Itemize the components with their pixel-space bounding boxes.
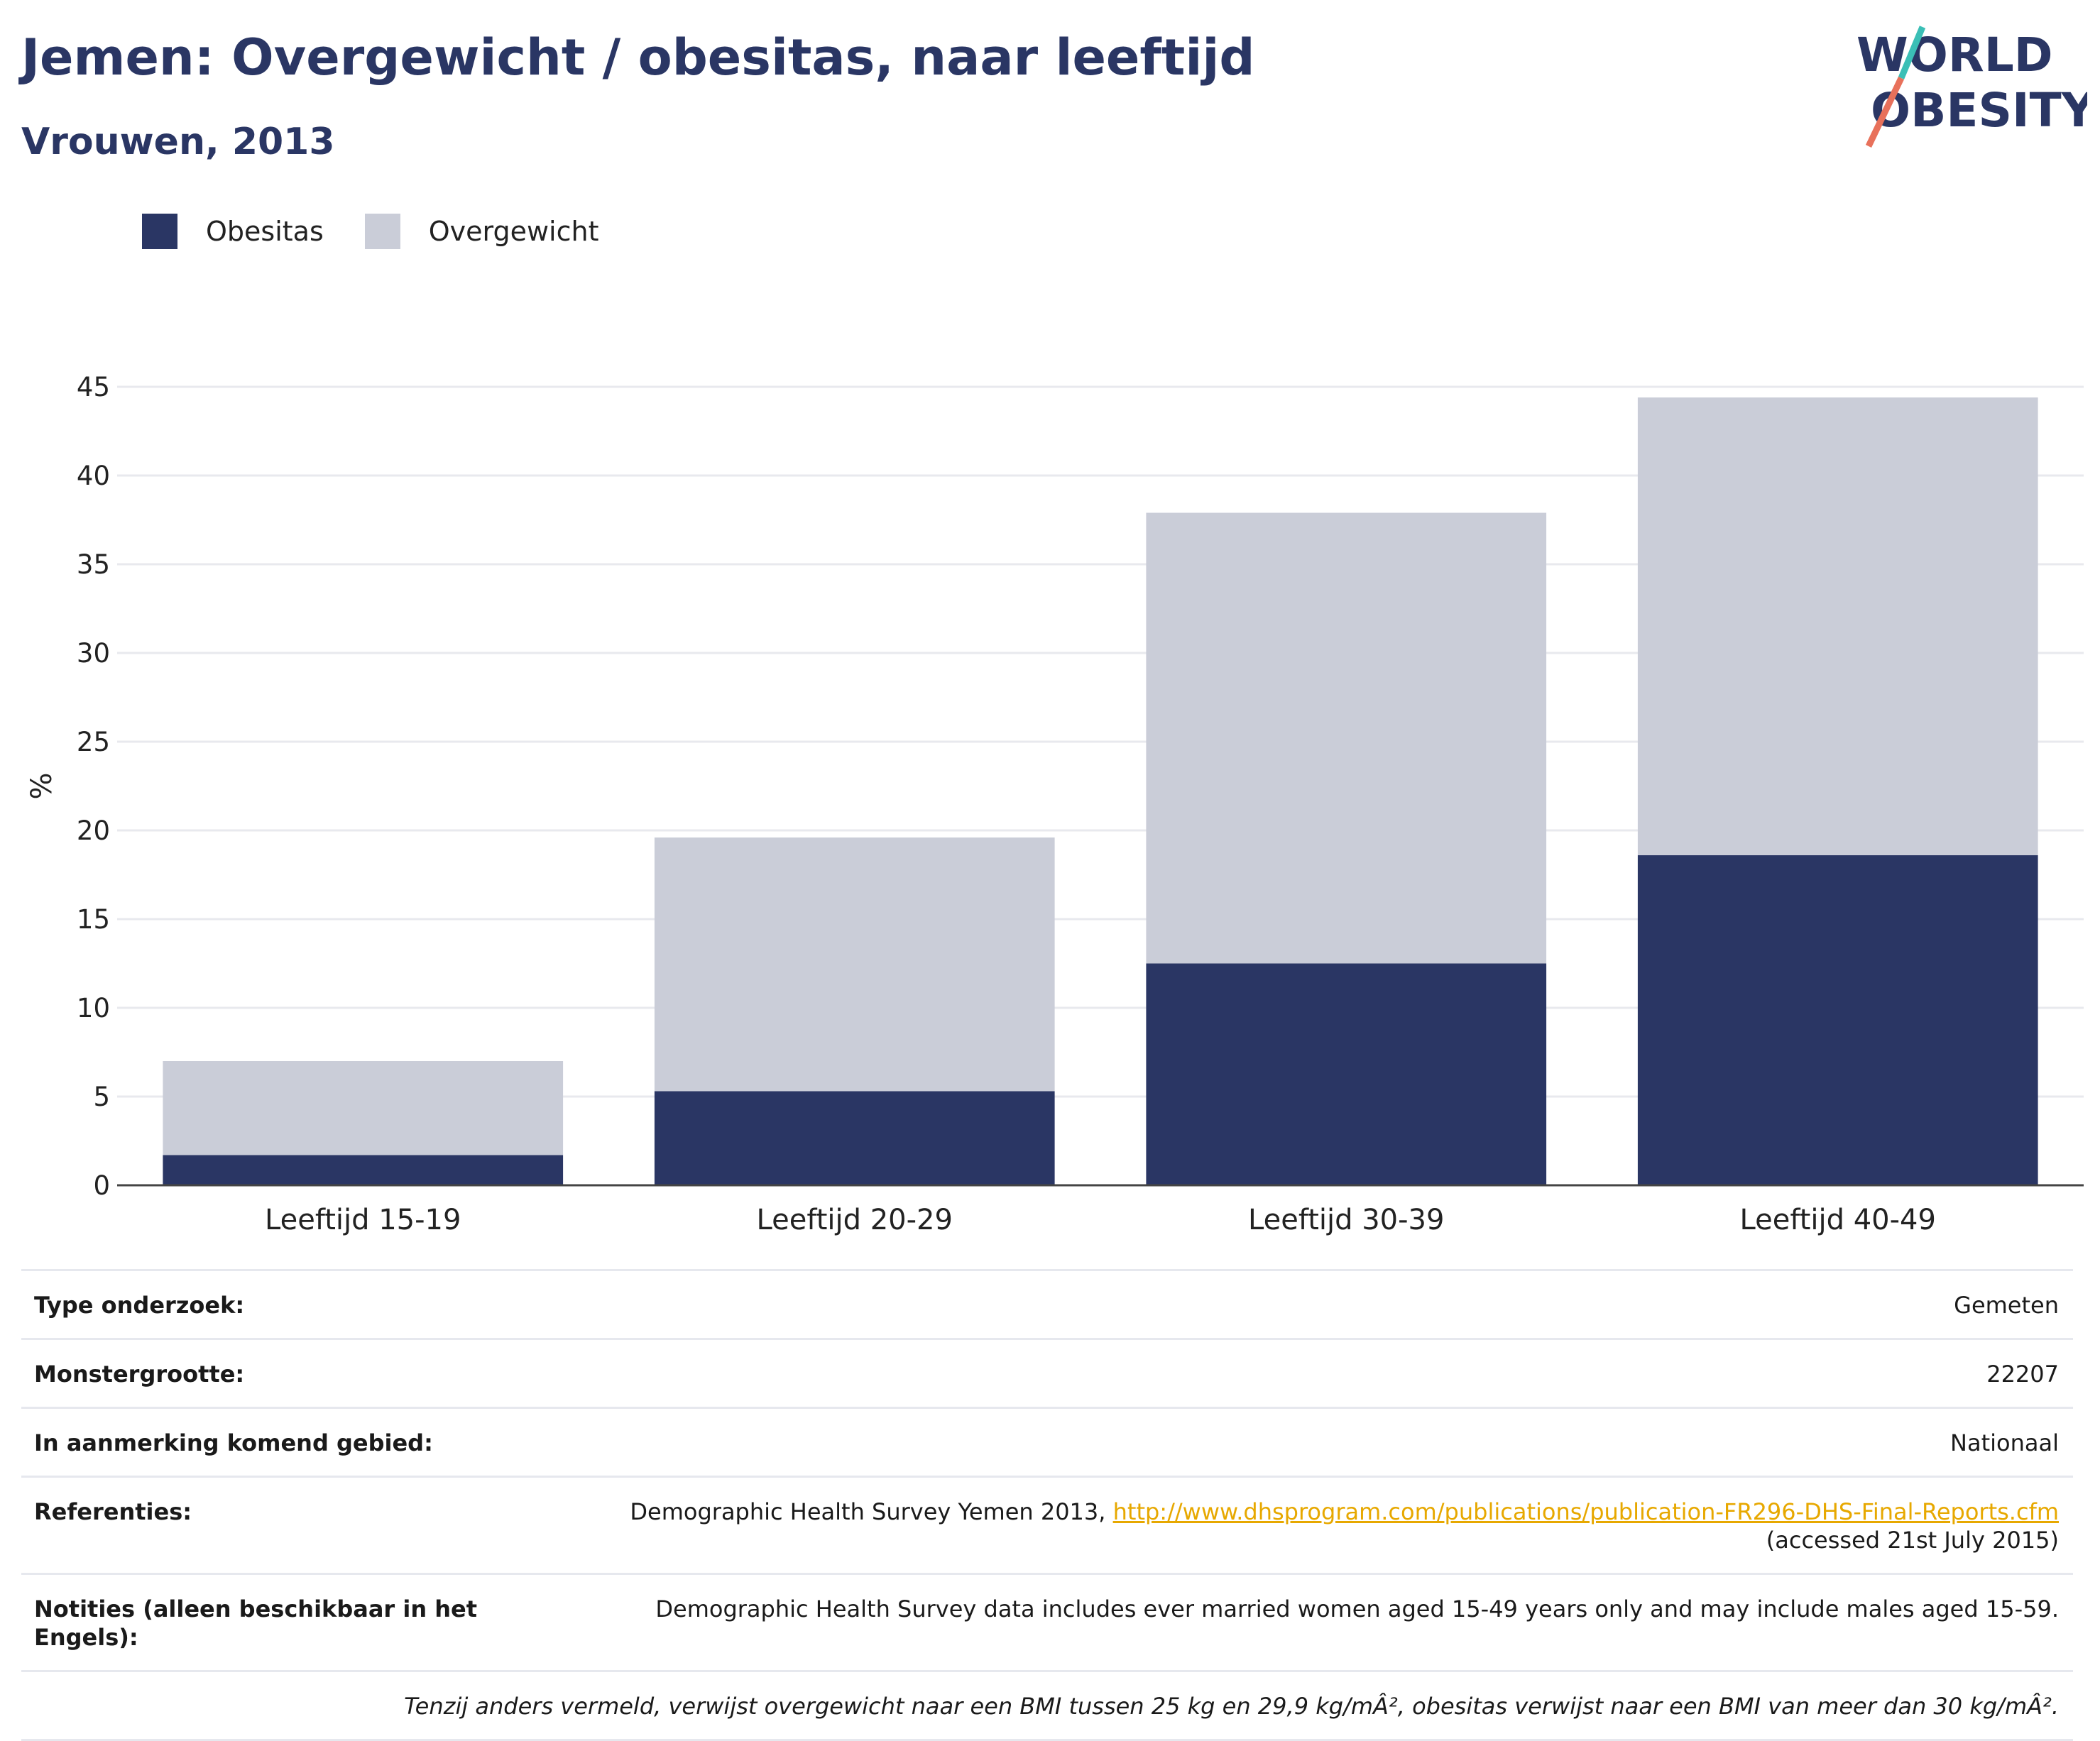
legend-swatch-overgewicht bbox=[364, 214, 400, 249]
reference-accessed: (accessed 21st July 2015) bbox=[1766, 1527, 2059, 1554]
y-tick-label: 25 bbox=[77, 727, 110, 757]
y-tick-label: 40 bbox=[77, 461, 110, 491]
legend-item-obesitas[interactable]: Obesitas bbox=[142, 214, 324, 249]
info-row-references: Referenties: Demographic Health Survey Y… bbox=[21, 1476, 2073, 1573]
y-tick-label: 0 bbox=[93, 1170, 110, 1201]
x-tick-label: Leeftijd 30-39 bbox=[1248, 1204, 1444, 1236]
bar-overgewicht bbox=[1146, 512, 1547, 964]
info-label-references: Referenties: bbox=[34, 1498, 192, 1525]
y-axis-label: % bbox=[26, 772, 58, 799]
bar-obesitas bbox=[1637, 855, 2038, 1185]
x-tick-label: Leeftijd 15-19 bbox=[265, 1204, 461, 1236]
world-obesity-logo: WORLD OBESITY bbox=[1856, 26, 2087, 148]
bar-overgewicht bbox=[1637, 397, 2038, 855]
y-tick-label: 35 bbox=[77, 549, 110, 580]
bar-obesitas bbox=[163, 1155, 564, 1185]
info-value-type: Gemeten bbox=[1954, 1292, 2059, 1319]
info-label-notes: Notities (alleen beschikbaar in het Enge… bbox=[34, 1596, 478, 1651]
x-tick-label: Leeftijd 40-49 bbox=[1740, 1204, 1936, 1236]
info-row-footnote: Tenzij anders vermeld, verwijst overgewi… bbox=[21, 1670, 2073, 1741]
footnote-text: Tenzij anders vermeld, verwijst overgewi… bbox=[404, 1693, 2059, 1720]
page-title: Jemen: Overgewicht / obesitas, naar leef… bbox=[21, 28, 1255, 87]
y-tick-label: 45 bbox=[77, 372, 110, 402]
reference-text: Demographic Health Survey Yemen 2013, bbox=[630, 1498, 1113, 1525]
bar-obesitas bbox=[1146, 963, 1547, 1185]
y-tick-label: 10 bbox=[77, 993, 110, 1023]
page-subtitle: Vrouwen, 2013 bbox=[21, 121, 335, 163]
info-value-area: Nationaal bbox=[1950, 1429, 2059, 1456]
info-row-type: Type onderzoek: Gemeten bbox=[21, 1269, 2073, 1338]
info-row-sample: Monstergrootte: 22207 bbox=[21, 1338, 2073, 1407]
info-value-references: Demographic Health Survey Yemen 2013, ht… bbox=[630, 1498, 2059, 1554]
y-tick-label: 5 bbox=[93, 1082, 110, 1112]
survey-info-table: Type onderzoek: Gemeten Monstergrootte: … bbox=[21, 1269, 2073, 1741]
y-tick-label: 20 bbox=[77, 815, 110, 846]
info-value-sample: 22207 bbox=[1986, 1361, 2059, 1388]
info-label-area: In aanmerking komend gebied: bbox=[34, 1429, 433, 1456]
bar-overgewicht bbox=[654, 837, 1055, 1092]
info-row-notes: Notities (alleen beschikbaar in het Enge… bbox=[21, 1573, 2073, 1670]
y-tick-label: 30 bbox=[77, 638, 110, 669]
x-tick-label: Leeftijd 20-29 bbox=[757, 1204, 953, 1236]
bar-obesitas bbox=[654, 1091, 1055, 1185]
info-label-type: Type onderzoek: bbox=[34, 1292, 245, 1319]
reference-link[interactable]: http://www.dhsprogram.com/publications/p… bbox=[1112, 1498, 2059, 1525]
bar-overgewicht bbox=[163, 1061, 564, 1155]
info-label-sample: Monstergrootte: bbox=[34, 1361, 245, 1388]
chart-legend: Obesitas Overgewicht bbox=[142, 210, 640, 253]
svg-text:OBESITY: OBESITY bbox=[1871, 83, 2087, 138]
stacked-bar-chart: 0 5 10 15 20 25 30 35 40 45% Leeftijd 15-19 Leeftij… bbox=[26, 372, 2084, 1236]
info-value-notes: Demographic Health Survey data includes … bbox=[655, 1596, 2059, 1622]
svg-text:WORLD: WORLD bbox=[1856, 28, 2053, 82]
y-tick-label: 15 bbox=[77, 904, 110, 935]
legend-item-overgewicht[interactable]: Overgewicht bbox=[364, 214, 599, 249]
legend-label-overgewicht: Overgewicht bbox=[428, 216, 599, 247]
legend-label-obesitas: Obesitas bbox=[206, 216, 324, 247]
info-row-area: In aanmerking komend gebied: Nationaal bbox=[21, 1407, 2073, 1476]
legend-swatch-obesitas bbox=[142, 214, 177, 249]
